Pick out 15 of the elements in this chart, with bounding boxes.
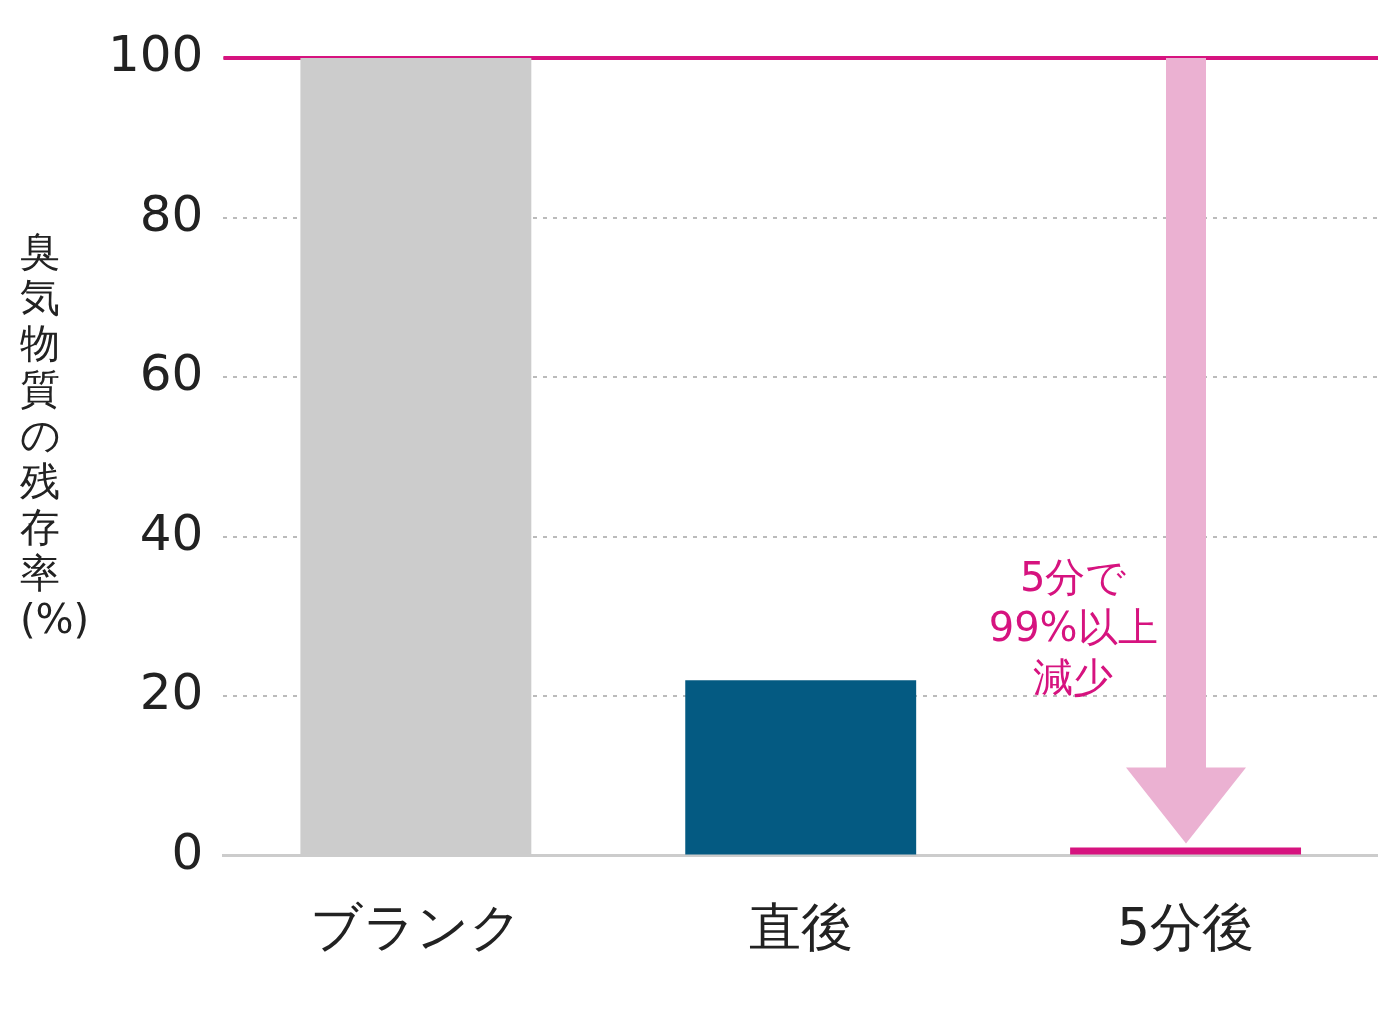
x-tick-label: ブランク: [309, 897, 522, 958]
annotation: 99%以上: [988, 603, 1158, 650]
x-tick-label: 直後: [748, 897, 853, 958]
bar: [685, 680, 917, 855]
y-tick-label: 40: [139, 503, 204, 562]
bar: [1070, 847, 1302, 855]
y-tick-label: 0: [171, 822, 204, 881]
annotation: 減少: [1033, 653, 1114, 700]
y-tick-label: 100: [108, 24, 204, 83]
annotation: 5分で: [1019, 553, 1127, 600]
y-tick-label: 80: [139, 184, 204, 243]
y-tick-label: 20: [139, 663, 204, 722]
x-tick-label: 5分後: [1117, 897, 1255, 958]
text: 臭気物質の残存率(%): [20, 228, 90, 642]
y-tick-label: 60: [139, 344, 204, 403]
